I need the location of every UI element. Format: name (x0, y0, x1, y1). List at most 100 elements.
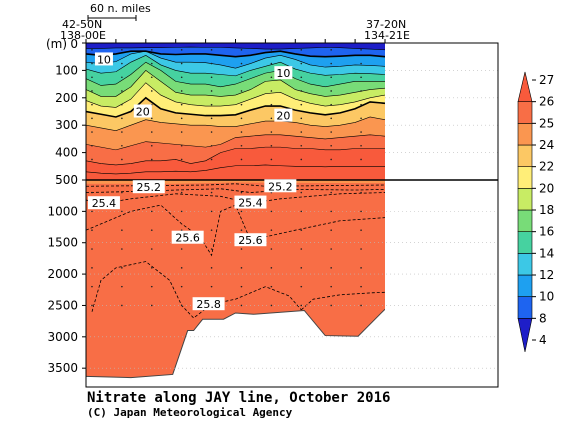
colorbar-segment (517, 274, 533, 297)
sample-dot (121, 267, 123, 269)
sample-dot (121, 117, 123, 120)
colorbar-tick-label: 12 (539, 268, 554, 282)
colorbar-tick-label: 22 (539, 160, 554, 174)
colorbar-tick-label: 20 (539, 181, 554, 195)
sample-dot (360, 131, 362, 133)
sample-dot (121, 248, 123, 250)
sample-dot (300, 267, 303, 269)
colorbar-segment (517, 253, 533, 276)
sample-dot (300, 158, 303, 161)
sample-dot (330, 131, 332, 133)
sample-dot (150, 285, 153, 288)
sample-dot (121, 285, 123, 288)
empty-region (385, 43, 498, 387)
sample-dot (91, 62, 93, 65)
sample-dot (150, 210, 153, 213)
sample-dot (210, 210, 213, 213)
colorbar-tick-label: 14 (539, 246, 554, 260)
colorbar-tick-label: 8 (539, 311, 547, 325)
sample-dot (210, 191, 213, 194)
colorbar-segment (517, 318, 533, 353)
sample-dot (210, 103, 213, 106)
sample-dot (300, 103, 303, 106)
sample-dot (91, 117, 93, 120)
upper-contour-line (86, 146, 385, 166)
colorbar-segment (517, 71, 533, 102)
sample-dot (210, 76, 213, 79)
contour-label-bg (234, 233, 267, 247)
sample-dot (360, 117, 362, 120)
sample-dot (360, 158, 362, 161)
credit-text: (C) Japan Meteorological Agency (87, 406, 293, 419)
y-tick-label: 300 (55, 118, 78, 132)
sample-dot (91, 285, 93, 288)
contour-label-bg (274, 108, 293, 122)
sample-dot (240, 103, 243, 106)
contour-label-bg (132, 180, 165, 194)
sample-dot (270, 103, 273, 106)
sample-dot (330, 49, 332, 51)
sample-dot (330, 191, 332, 194)
contour-label-bg (264, 179, 297, 193)
sample-dot (121, 304, 123, 307)
y-axis-ticks: 100 200 300 400 500 0 1000 1500 2000 2500 3000 3500 (47, 37, 86, 375)
sample-dot (210, 144, 213, 147)
sample-dot (300, 248, 303, 250)
sample-dot (180, 304, 183, 307)
sample-dot (91, 131, 93, 133)
sample-dot (240, 267, 243, 269)
colorbar-tick-label: 25 (539, 116, 554, 130)
sample-dot (330, 158, 332, 161)
upper-panel-bands (86, 43, 385, 180)
colorbar-segment (517, 188, 533, 211)
upper-contour-line (86, 50, 385, 58)
sample-dot (91, 103, 93, 106)
sample-dot (330, 144, 332, 147)
station-ticks (85, 39, 386, 43)
y-tick-label: 2000 (47, 267, 78, 281)
sample-dot (180, 144, 183, 147)
sample-dot (91, 304, 93, 307)
lower-contour-line (86, 204, 385, 257)
sample-dot (150, 144, 153, 147)
sample-dot (330, 267, 332, 269)
sample-dot (300, 117, 303, 120)
seabed-line (85, 308, 386, 379)
colorbar-segment (517, 101, 533, 124)
sample-dot (150, 90, 153, 92)
sample-dot (360, 285, 362, 288)
y-axis-label: (m) (46, 37, 67, 51)
sample-dot (300, 210, 303, 213)
sample-dot (300, 304, 303, 307)
colorbar-tick-label: 27 (539, 73, 554, 87)
end-station-lon: 134-21E (364, 29, 410, 42)
sample-dot (360, 248, 362, 250)
sample-dot (300, 49, 303, 51)
sample-dot (240, 49, 243, 51)
sample-dot (180, 49, 183, 51)
contour-label: 25.6 (238, 234, 263, 247)
contour-label: 25.4 (238, 197, 263, 210)
sample-dot (270, 131, 273, 133)
sample-dot (91, 76, 93, 79)
contour-label-bg (133, 104, 152, 118)
upper-contour-line (86, 164, 385, 175)
sample-dot (91, 90, 93, 92)
colorbar-tick-label: 10 (539, 290, 554, 304)
colorbar-tick-label: 4 (539, 333, 547, 347)
sample-dot (270, 49, 273, 51)
sample-dot (240, 117, 243, 120)
colorbar-tick-label: 16 (539, 225, 554, 239)
sample-dot (240, 62, 243, 65)
sample-dot (270, 76, 273, 79)
sample-dot (210, 90, 213, 92)
sample-dot (330, 117, 332, 120)
sample-dot (300, 131, 303, 133)
sample-dot (240, 210, 243, 213)
sample-dot (360, 304, 362, 307)
colorbar-segment (517, 166, 533, 189)
contour-label-bg (87, 196, 120, 210)
sample-dot (150, 76, 153, 79)
contour-labels: 10 10 20 20 25.2 25.2 25.4 25.4 25.6 25.6 25.8 (87, 52, 297, 311)
y-tick-label: 1000 (47, 204, 78, 218)
